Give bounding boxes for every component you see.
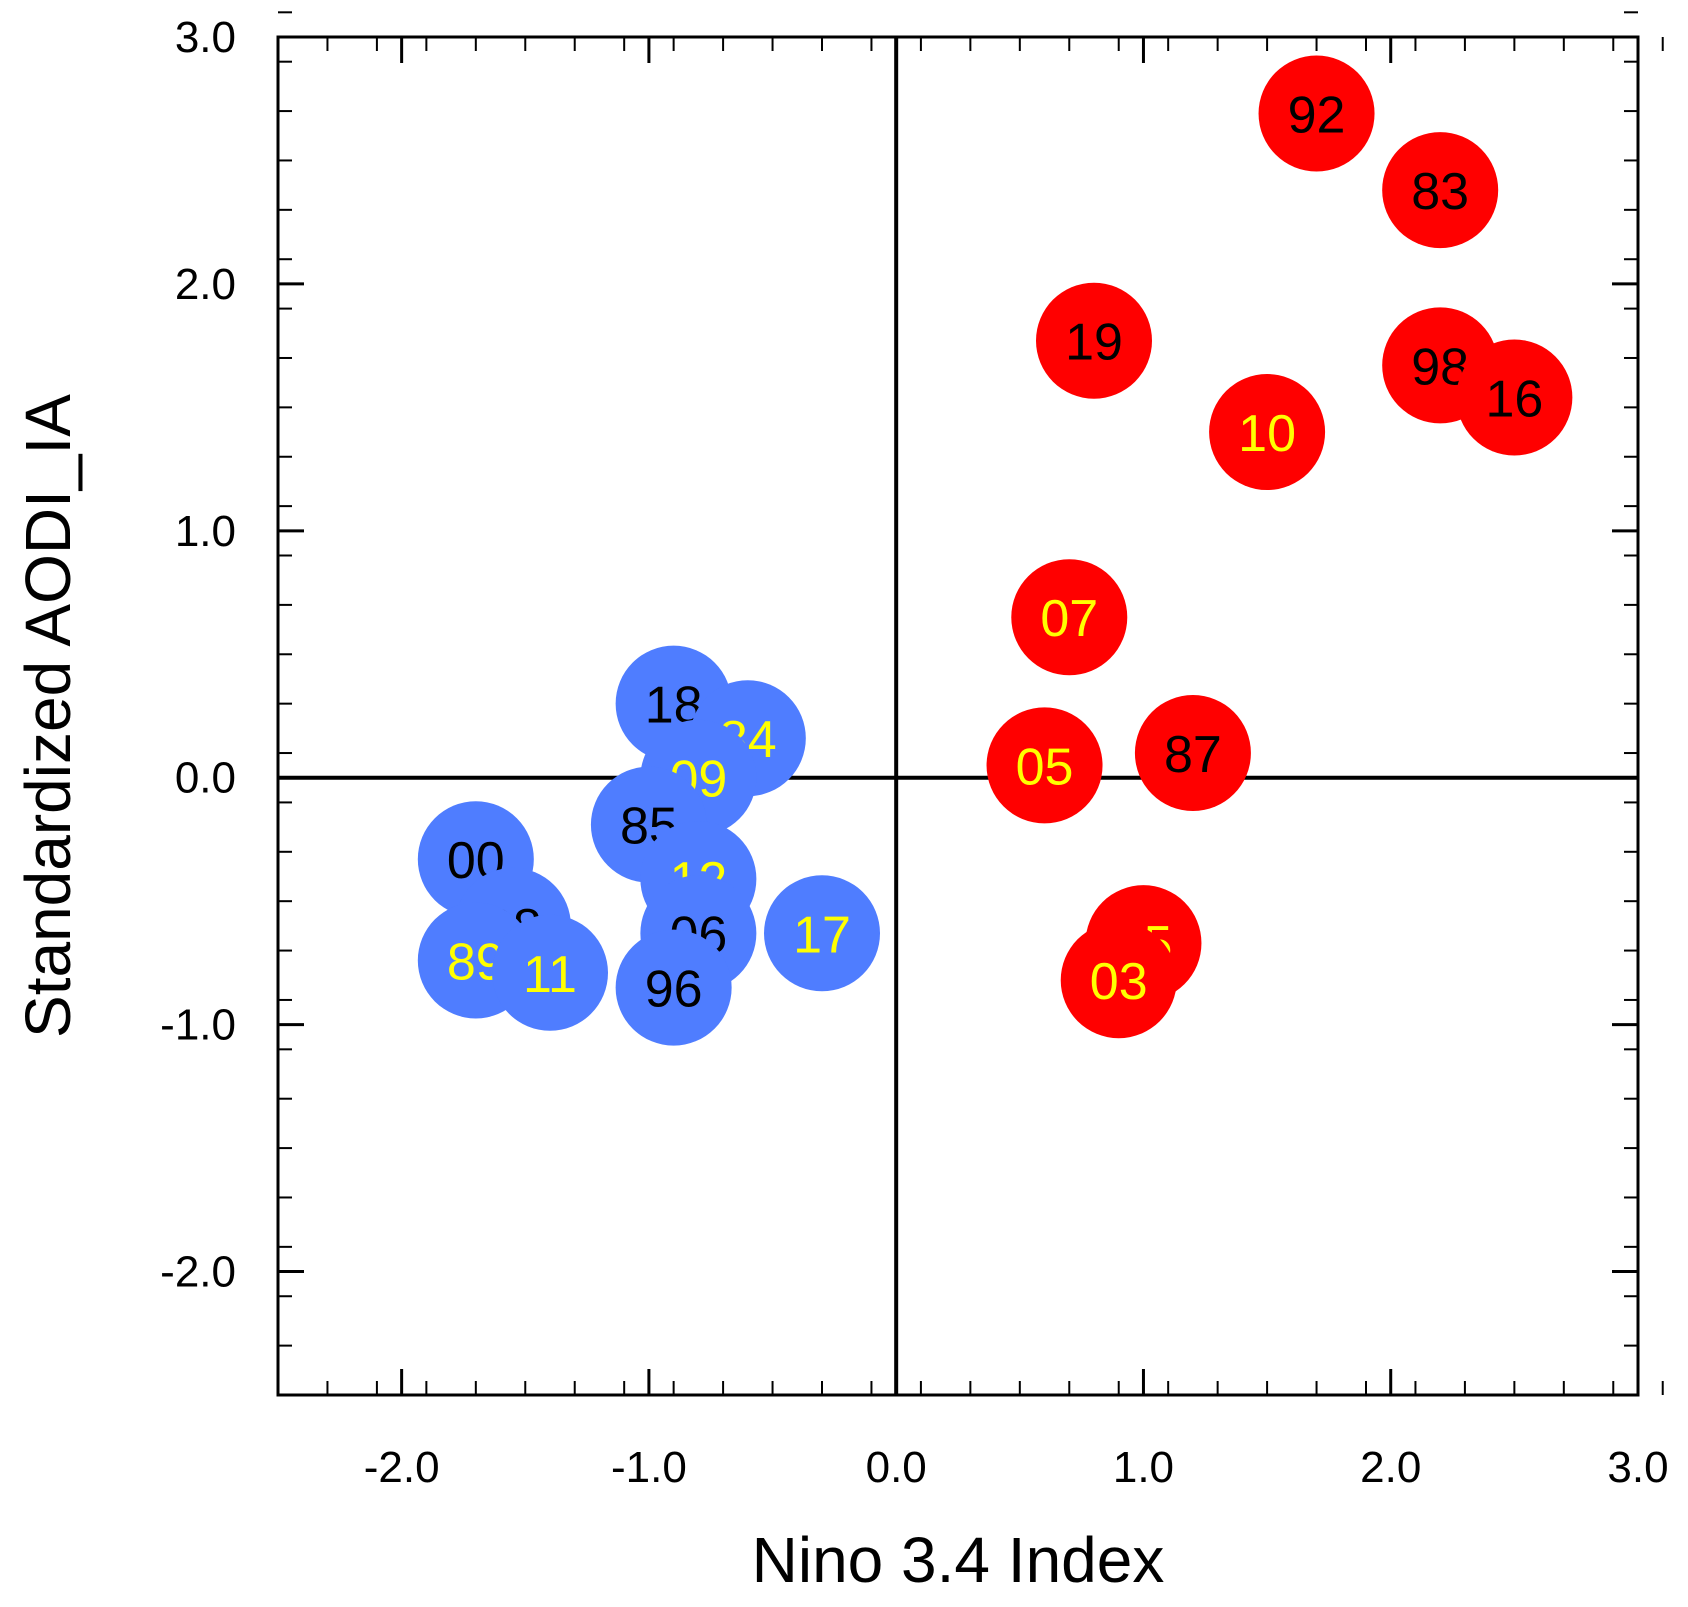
x-tick-labels: -2.0 -1.0 0.0 1.0 2.0 3.0 (364, 1443, 1669, 1492)
point-marker (1060, 922, 1177, 1039)
data-point: 83 (1382, 132, 1499, 249)
data-point: 11 (492, 914, 608, 1031)
data-point: 03 (1060, 922, 1177, 1039)
x-tick-label: 0.0 (866, 1443, 927, 1492)
data-point: 16 (1456, 339, 1573, 456)
x-tick-label: 2.0 (1360, 1443, 1421, 1492)
x-tick-label: 1.0 (1113, 1443, 1174, 1492)
zero-lines (278, 37, 1638, 1395)
y-axis-title: Standardized AODI_IA (12, 394, 84, 1038)
point-label: 05 (1016, 738, 1074, 796)
data-point: 96 (615, 929, 732, 1046)
point-marker (1134, 695, 1251, 812)
point-marker (1258, 55, 1375, 172)
plot-frame (276, 35, 1640, 1397)
minor-ticks (277, 11, 1664, 1396)
point-marker (1036, 282, 1152, 399)
data-point: 17 (764, 875, 880, 992)
x-tick-label: -1.0 (611, 1443, 687, 1492)
point-label: 96 (645, 961, 703, 1019)
data-point: 05 (986, 707, 1103, 824)
point-marker (615, 929, 732, 1046)
data-point: 07 (1011, 559, 1128, 676)
point-label: 83 (1411, 163, 1469, 221)
point-label: 17 (793, 906, 851, 964)
point-label: 92 (1288, 87, 1346, 145)
data-point: 87 (1134, 695, 1251, 812)
point-marker (1456, 339, 1573, 456)
y-tick-labels: -2.0 -1.0 0.0 1.0 2.0 3.0 (160, 13, 236, 1297)
x-tick-label: 3.0 (1607, 1443, 1668, 1492)
point-label: 10 (1238, 405, 1296, 463)
point-label: 03 (1090, 953, 1148, 1011)
data-point: 19 (1036, 282, 1152, 399)
point-label: 07 (1040, 590, 1098, 648)
data-point: 10 (1209, 374, 1326, 491)
data-point: 92 (1258, 55, 1375, 172)
point-label: 19 (1065, 314, 1123, 372)
point-label: 87 (1164, 726, 1222, 784)
y-tick-label: 3.0 (175, 13, 236, 62)
data-points: 1884098500120806178911969283199816100787… (417, 55, 1573, 1046)
point-marker (764, 875, 880, 992)
point-marker (1382, 132, 1499, 249)
y-tick-label: 1.0 (175, 507, 236, 556)
y-tick-label: -1.0 (160, 1001, 236, 1050)
y-tick-label: -2.0 (160, 1248, 236, 1297)
point-marker (986, 707, 1103, 824)
y-tick-label: 2.0 (175, 260, 236, 309)
point-marker (1209, 374, 1326, 491)
x-axis-title: Nino 3.4 Index (752, 1524, 1165, 1596)
point-marker (1011, 559, 1128, 676)
point-label: 11 (523, 946, 577, 1004)
point-label: 16 (1485, 370, 1543, 428)
point-marker (492, 914, 608, 1031)
y-tick-label: 0.0 (175, 754, 236, 803)
x-tick-label: -2.0 (364, 1443, 440, 1492)
